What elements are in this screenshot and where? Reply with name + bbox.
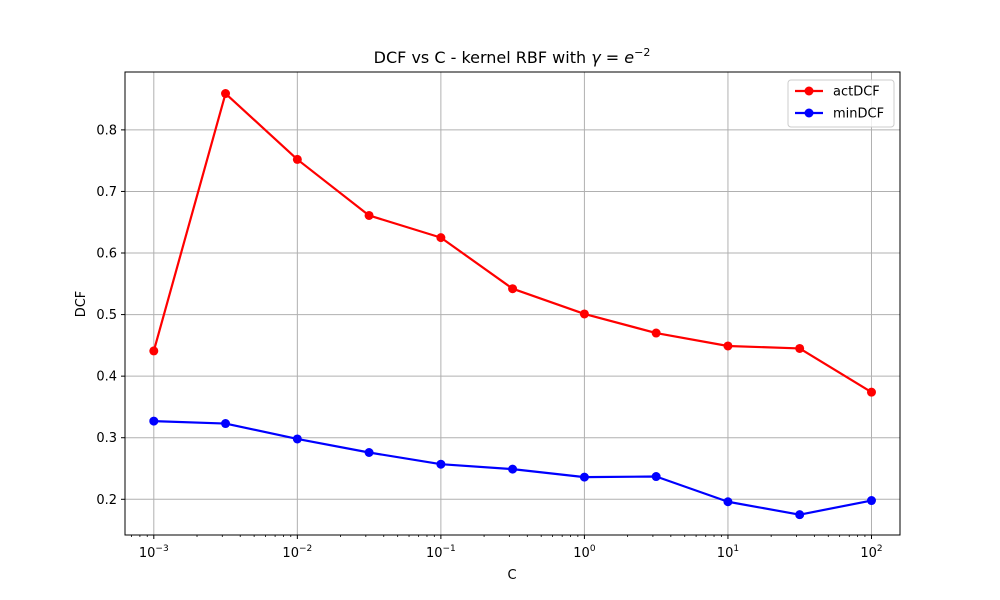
data-point-actDCF: [723, 341, 733, 351]
plot-frame: [124, 71, 901, 536]
x-tick-label-base: 10: [426, 546, 443, 561]
data-point-minDCF: [723, 497, 733, 507]
data-point-minDCF: [221, 419, 231, 429]
y-tick-label: 0.8: [96, 123, 117, 138]
data-point-actDCF: [436, 233, 446, 243]
data-point-actDCF: [364, 210, 374, 220]
legend-label-minDCF: minDCF: [833, 107, 884, 122]
chart-title-equals: =: [601, 48, 625, 67]
x-tick-label-exponent: 0: [590, 544, 596, 554]
y-tick-label: 0.4: [96, 370, 117, 385]
x-tick-label: 10−1: [426, 544, 456, 561]
y-tick-label: 0.7: [96, 185, 117, 200]
data-point-minDCF: [579, 472, 589, 482]
y-axis-label: DCF: [74, 291, 89, 318]
data-point-minDCF: [795, 510, 805, 520]
data-point-actDCF: [508, 284, 518, 294]
data-point-actDCF: [866, 387, 876, 397]
x-axis-ticks: 10−3 10−2 10−1 100 101 102: [139, 535, 883, 561]
y-tick-label: 0.3: [96, 431, 117, 446]
series-layer: [149, 89, 876, 520]
legend-label-actDCF: actDCF: [833, 85, 880, 100]
grid: [125, 72, 900, 535]
plot-area: [125, 72, 900, 535]
x-tick-label-exponent: 1: [733, 544, 739, 554]
data-point-minDCF: [364, 447, 374, 457]
chart-title: DCF vs C - kernel RBF with γ = e−2: [374, 46, 651, 67]
legend-marker-actDCF: [804, 86, 814, 96]
data-point-actDCF: [149, 346, 159, 356]
y-axis-ticks: 0.2 0.3 0.4 0.5 0.6 0.7 0.8: [96, 123, 125, 508]
x-tick-label: 100: [573, 544, 596, 561]
data-point-minDCF: [866, 496, 876, 506]
x-tick-label-exponent: 2: [877, 544, 883, 554]
data-point-minDCF: [508, 464, 518, 474]
x-axis-label: C: [507, 568, 516, 583]
series-actDCF: [149, 89, 876, 397]
x-tick-label-base: 10: [573, 546, 590, 561]
data-point-minDCF: [651, 472, 661, 482]
y-tick-label: 0.6: [96, 247, 117, 262]
data-point-minDCF: [436, 459, 446, 469]
data-point-actDCF: [221, 89, 231, 99]
x-tick-label-base: 10: [717, 546, 734, 561]
data-point-actDCF: [292, 154, 302, 164]
x-tick-label-base: 10: [860, 546, 877, 561]
x-tick-label-base: 10: [139, 546, 156, 561]
data-point-actDCF: [579, 309, 589, 319]
data-point-minDCF: [292, 434, 302, 444]
x-tick-label-base: 10: [282, 546, 299, 561]
y-tick-label: 0.2: [96, 493, 117, 508]
chart-title-exponent: −2: [634, 46, 650, 59]
y-tick-label: 0.5: [96, 308, 117, 323]
x-tick-label-exponent: −1: [443, 544, 456, 554]
series-minDCF: [149, 416, 876, 520]
x-tick-label: 102: [860, 544, 882, 561]
x-tick-label-exponent: −2: [299, 544, 312, 554]
data-point-actDCF: [651, 328, 661, 338]
chart-title-prefix: DCF vs C - kernel RBF with: [374, 48, 592, 67]
legend: actDCF minDCF: [787, 79, 895, 128]
x-tick-label-exponent: −3: [155, 544, 168, 554]
data-point-actDCF: [795, 343, 805, 353]
data-point-minDCF: [149, 416, 159, 426]
chart-title-variable: γ: [591, 48, 602, 67]
legend-marker-minDCF: [804, 108, 814, 118]
x-tick-label: 10−2: [282, 544, 312, 561]
chart-title-base: e: [624, 48, 634, 67]
x-tick-label: 10−3: [139, 544, 169, 561]
x-tick-label: 101: [717, 544, 739, 561]
